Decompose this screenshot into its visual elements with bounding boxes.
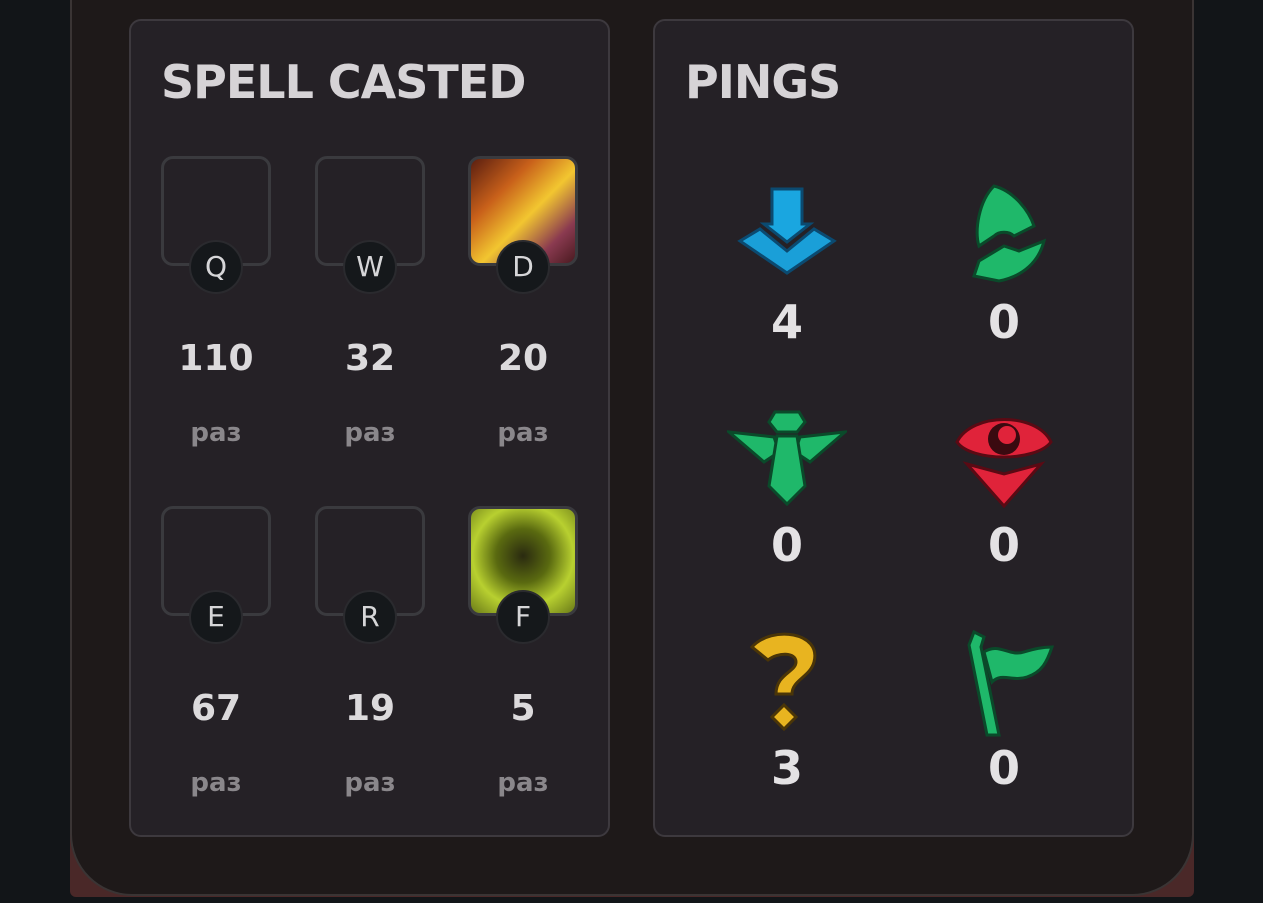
pings-panel: PINGS 4 0 0 0 3 0 [653,19,1134,837]
ping-count: 0 [770,518,803,572]
key-badge: D [496,240,550,294]
cast-count: 5 [510,688,536,729]
key-badge: F [496,590,550,644]
ping-push: 0 [924,627,1084,795]
spell-casted-panel: SPELL CASTED Q 110 раз W 32 раз D 20 раз… [129,19,610,837]
ping-count: 4 [770,295,803,349]
ping-assist: 0 [707,404,867,572]
missing-icon [749,632,817,732]
cast-unit: раз [344,418,396,448]
key-badge: Q [189,240,243,294]
key-badge: R [343,590,397,644]
ping-bait: 0 [924,181,1084,349]
on-my-way-icon [737,187,837,275]
cast-count: 19 [344,688,396,729]
cast-unit: раз [344,768,396,798]
ping-enemy-vision: 0 [924,404,1084,572]
panel-title: PINGS [685,55,841,109]
ping-missing: 3 [707,627,867,795]
cast-unit: раз [190,418,242,448]
panel-title: SPELL CASTED [161,55,526,109]
cast-count: 67 [190,688,242,729]
ping-count: 0 [987,295,1020,349]
assist-icon [727,410,847,507]
enemy-vision-icon [955,418,1053,509]
ping-count: 0 [987,518,1020,572]
ping-on-my-way: 4 [707,181,867,349]
push-icon [967,629,1055,737]
cast-unit: раз [190,768,242,798]
key-badge: E [189,590,243,644]
bait-icon [972,184,1047,283]
ping-count: 3 [770,741,803,795]
cast-count: 20 [497,338,549,379]
cast-unit: раз [497,418,549,448]
cast-unit: раз [497,768,549,798]
cast-count: 110 [178,338,254,379]
cast-count: 32 [344,338,396,379]
ping-count: 0 [987,741,1020,795]
key-badge: W [343,240,397,294]
